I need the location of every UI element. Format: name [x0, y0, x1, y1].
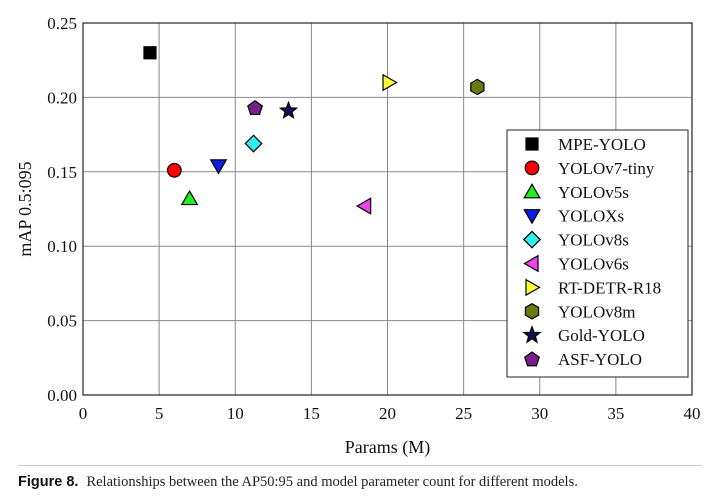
x-tick-label: 0: [79, 404, 88, 423]
data-point-rt-detr-r18: [382, 73, 398, 92]
data-point-asf-yolo: [247, 99, 263, 116]
data-point-yolov7-tiny: [166, 162, 182, 178]
caption-divider: [18, 465, 702, 466]
legend-marker-yolov8s: [522, 230, 542, 249]
legend-marker-rt-detr-r18: [525, 278, 541, 297]
data-point-yoloxs: [209, 159, 228, 175]
x-axis-ticks: 0 5 10 15 20 25 30 35 40: [79, 404, 701, 423]
data-points: [143, 46, 485, 215]
data-point-mpe-yolo: [143, 46, 157, 60]
legend-label-asf-yolo: ASF-YOLO: [558, 350, 642, 369]
legend-label-yolov5s: YOLOv5s: [558, 183, 629, 202]
x-tick-label: 25: [455, 404, 472, 423]
legend-marker-gold-yolo: [522, 325, 542, 344]
y-tick-label: 0.20: [47, 88, 77, 107]
y-tick-label: 0.10: [47, 237, 77, 256]
legend-label-rt-detr-r18: RT-DETR-R18: [558, 278, 661, 297]
plot-frame: [82, 22, 693, 396]
x-tick-label: 30: [531, 404, 548, 423]
x-axis-label: Params (M): [345, 437, 430, 458]
x-tick-label: 15: [303, 404, 320, 423]
y-axis-label: mAP 0.5:095: [15, 161, 35, 256]
legend-marker-yolov6s: [523, 254, 539, 273]
y-tick-label: 0.00: [47, 386, 77, 405]
legend-label-gold-yolo: Gold-YOLO: [558, 326, 645, 345]
data-point-yolov6s: [355, 197, 372, 215]
caption-text: Relationships between the AP50:95 and mo…: [86, 474, 578, 490]
legend-marker-yolov7-tiny: [524, 160, 540, 176]
x-tick-label: 40: [684, 404, 701, 423]
legend-marker-yoloxs: [523, 209, 541, 225]
legend-marker-yolov8m: [524, 303, 540, 320]
legend-marker-mpe-yolo: [525, 137, 539, 151]
legend-label-yoloxs: YOLOXs: [558, 207, 624, 226]
legend-label-yolov8m: YOLOv8m: [558, 302, 635, 321]
data-point-yolov8m: [470, 78, 485, 96]
x-tick-label: 10: [227, 404, 244, 423]
x-tick-label: 5: [155, 404, 164, 423]
legend-label-yolov6s: YOLOv6s: [558, 255, 629, 274]
legend: MPE-YOLO YOLOv7-tiny YOLOv5s YOLOXs YOLOv8s Y…: [506, 129, 689, 378]
legend-marker-yolov5s: [523, 183, 541, 199]
y-axis-ticks: 0.00 0.05 0.10 0.15 0.20 0.25: [47, 14, 77, 405]
figure-caption: Figure 8. Relationships between the AP50:…: [18, 474, 578, 491]
y-tick-label: 0.25: [47, 14, 77, 33]
legend-label-yolov8s: YOLOv8s: [558, 231, 629, 250]
legend-marker-asf-yolo: [524, 351, 540, 367]
figure-label: Figure 8.: [18, 474, 79, 490]
legend-label-yolov7-tiny: YOLOv7-tiny: [558, 159, 655, 178]
x-tick-label: 20: [379, 404, 396, 423]
data-point-yolov5s: [180, 189, 199, 206]
legend-label-mpe-yolo: MPE-YOLO: [558, 135, 646, 154]
x-tick-label: 35: [607, 404, 624, 423]
scatter-chart: 0 5 10 15 20 25 30 35 40 0.00 0.05 0.10 0.15 0.20 0.2…: [15, 14, 701, 458]
data-point-gold-yolo: [278, 100, 299, 120]
y-tick-label: 0.05: [47, 312, 77, 331]
data-point-yolov8s: [244, 134, 263, 153]
y-tick-label: 0.15: [47, 163, 77, 182]
